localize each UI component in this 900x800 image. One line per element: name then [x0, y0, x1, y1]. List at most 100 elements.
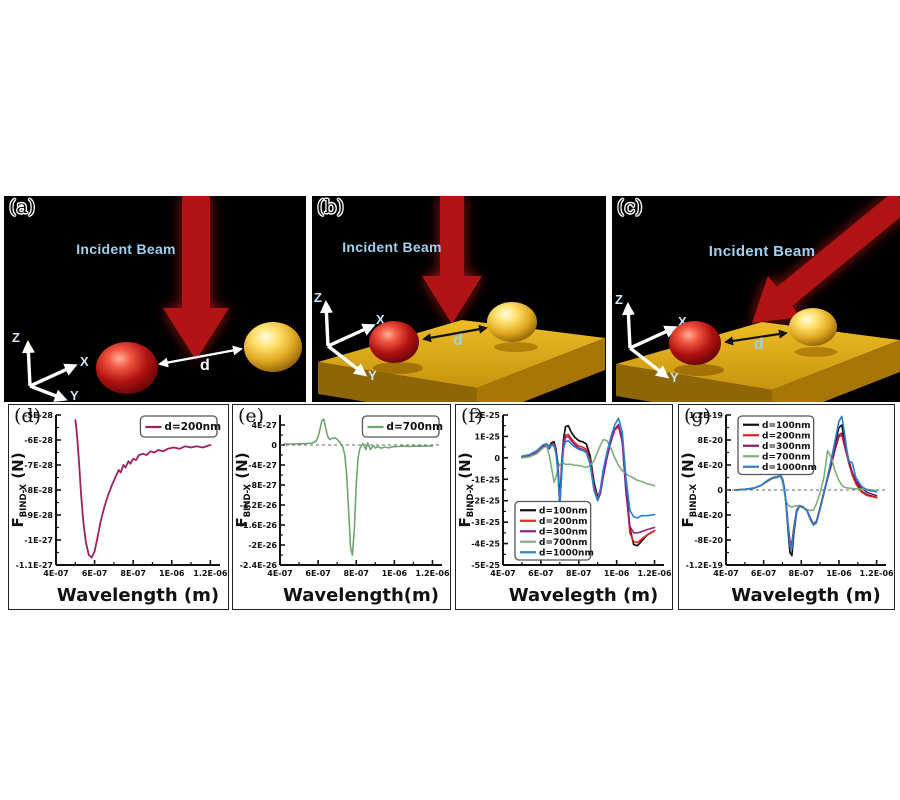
red-nanoparticle: [369, 321, 419, 363]
x-axis-label: X: [376, 312, 385, 327]
separation-arrow: [158, 345, 243, 368]
y-tick-label: -2E-26: [248, 541, 277, 550]
chart-svg: 4E-07 6E-07 8E-07 1E-06 1.2E-06 4E-27 0 -4E-27 -…: [233, 415, 450, 606]
gold-sphere-shadow: [494, 342, 538, 352]
y-tick-label: -1.1E-27: [16, 561, 53, 570]
legend-box: [514, 500, 592, 561]
y-axis-title: FBIND-X (N): [456, 452, 476, 527]
x-tick-label: 8E-07: [789, 569, 814, 578]
legend-label-d=300nm: d=300nm: [762, 442, 811, 452]
chart-panel-f: (f) 4E-07 6E-07 8E-07 1E-06 1.2E-06 2E-25 1E-2…: [455, 404, 673, 610]
legend-label-d=200nm: d=200nm: [164, 421, 221, 433]
x-tick-label: 1.2E-06: [193, 569, 228, 578]
y-axis-title: FBIND-X (N): [233, 452, 253, 527]
series-line-d=200nm: [74, 419, 212, 559]
y-tick-label: 0: [271, 441, 277, 450]
incident-beam-label: Incident Beam: [76, 241, 176, 257]
series-line-d=1000nm: [521, 417, 656, 519]
y-tick-label: 4E-27: [252, 421, 277, 430]
x-axis-label: X: [80, 354, 89, 369]
gold-sphere-shadow: [795, 347, 837, 357]
incident-beam-label: Incident Beam: [709, 243, 815, 260]
schematic-c-svg: Incident Beam Z X Y d: [615, 196, 900, 402]
separation-arrow: [422, 324, 488, 343]
z-axis-label: Z: [314, 290, 322, 305]
red-nanoparticle: [96, 342, 158, 394]
red-sphere-shadow: [674, 364, 724, 376]
x-axis-title: Wavelength (m): [57, 585, 219, 606]
x-tick-label: 1E-06: [382, 569, 408, 578]
legend-label-d=200nm: d=200nm: [539, 517, 588, 527]
coordinate-axes: [621, 302, 678, 379]
z-axis-label: Z: [12, 330, 20, 345]
incident-beam-arrow: [752, 196, 900, 323]
x-axis-label: X: [678, 314, 687, 329]
y-tick-label: -1E-27: [24, 536, 53, 545]
x-tick-label: 1E-06: [604, 569, 630, 578]
legend-label-d=300nm: d=300nm: [539, 527, 588, 537]
y-tick-label: -3E-25: [471, 518, 500, 527]
x-tick-label: 8E-07: [566, 569, 591, 578]
x-tick-label: 1.2E-06: [860, 569, 894, 578]
legend-box: [139, 415, 218, 438]
chart-panel-g: (g) 4E-07 6E-07 8E-07 1E-06 1.2E-06 1.2E-19 8E…: [678, 404, 895, 610]
panel-label-g: (g): [684, 405, 711, 427]
schematic-panel-b: Incident Beam Z X Y d: [312, 196, 606, 402]
x-tick-label: 4E-07: [267, 569, 292, 578]
y-tick-label: 0: [717, 486, 723, 495]
gold-nanoparticle: [244, 322, 302, 372]
panel-label-d: (d): [14, 405, 41, 427]
y-tick-label: 2E-25: [475, 411, 501, 420]
distance-label: d: [200, 357, 210, 374]
legend-label-d=700nm: d=700nm: [762, 452, 811, 462]
y-tick-label: 8E-20: [698, 436, 724, 445]
y-tick-label: 4E-20: [698, 461, 724, 470]
legend-box: [737, 415, 815, 476]
incident-beam-label: Incident Beam: [342, 239, 442, 255]
y-tick-label: 1.2E-19: [689, 411, 724, 420]
series-line-d=1000nm: [734, 415, 878, 550]
x-tick-label: 6E-07: [528, 569, 553, 578]
x-tick-label: 1E-06: [159, 569, 185, 578]
legend-label-d=1000nm: d=1000nm: [539, 548, 594, 558]
y-axis-label: Y: [70, 388, 79, 402]
y-tick-label: -1.6E-26: [240, 521, 278, 530]
legend-label-d=200nm: d=200nm: [762, 431, 811, 441]
y-tick-label: -6E-28: [24, 436, 53, 445]
panel-label-e: (e): [238, 405, 265, 427]
y-tick-label: -7E-28: [24, 461, 53, 470]
y-tick-label: 1E-25: [475, 432, 501, 441]
y-tick-label: -4E-25: [471, 540, 500, 549]
y-tick-label: -1.2E-26: [240, 501, 278, 510]
y-tick-label: -5E-28: [24, 411, 53, 420]
y-tick-label: 0: [494, 454, 500, 463]
chart-svg: 4E-07 6E-07 8E-07 1E-06 1.2E-06 2E-25 1E-25 0 -1…: [456, 411, 672, 606]
gold-nanoparticle: [487, 302, 537, 342]
x-axis-title: Wavelegth (m): [731, 585, 880, 606]
chart-svg: 4E-07 6E-07 8E-07 1E-06 1.2E-06 -5E-28 -6E-28 -…: [9, 411, 228, 606]
y-tick-label: -8E-20: [694, 536, 723, 545]
red-nanoparticle: [669, 321, 721, 365]
x-axis-title: Wavelength(m): [283, 585, 439, 606]
x-tick-label: 4E-07: [713, 569, 738, 578]
panel-label-c: (c): [617, 196, 643, 218]
y-tick-label: -2E-25: [471, 497, 500, 506]
y-tick-label: -4E-20: [694, 511, 723, 520]
x-tick-label: 1.2E-06: [415, 569, 450, 578]
y-axis-label: Y: [368, 368, 377, 383]
x-axis-title: Wavelegth (m): [509, 585, 658, 606]
incident-beam-arrow: [163, 196, 229, 360]
legend-box: [361, 415, 440, 438]
y-axis-title: FBIND-X (N): [9, 452, 29, 527]
gold-nanoparticle: [789, 308, 837, 346]
chart-panel-e: (e) 4E-07 6E-07 8E-07 1E-06 1.2E-06 4E-27 0 -4E…: [232, 404, 451, 610]
separation-arrow: [724, 329, 788, 346]
distance-label: d: [453, 332, 463, 349]
x-tick-label: 8E-07: [343, 569, 368, 578]
x-tick-label: 4E-07: [43, 569, 68, 578]
schematic-panel-a: Incident Beam Z X Y d (a): [4, 196, 306, 402]
distance-label: d: [754, 336, 764, 353]
x-tick-label: 1.2E-06: [637, 569, 672, 578]
legend-label-d=700nm: d=700nm: [386, 421, 443, 433]
x-tick-label: 6E-07: [82, 569, 107, 578]
